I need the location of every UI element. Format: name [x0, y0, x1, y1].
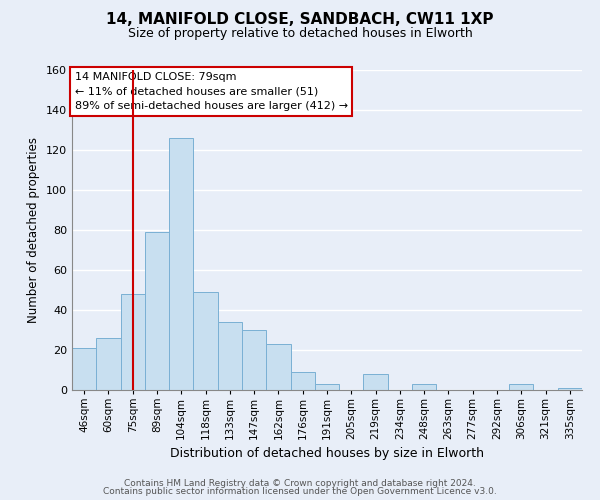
Bar — [96, 338, 121, 390]
Text: Contains public sector information licensed under the Open Government Licence v3: Contains public sector information licen… — [103, 487, 497, 496]
Bar — [558, 388, 582, 390]
Bar — [121, 294, 145, 390]
Bar — [412, 384, 436, 390]
Bar — [169, 138, 193, 390]
Bar — [509, 384, 533, 390]
Bar — [315, 384, 339, 390]
Bar — [266, 344, 290, 390]
Bar — [242, 330, 266, 390]
Text: Size of property relative to detached houses in Elworth: Size of property relative to detached ho… — [128, 28, 472, 40]
Bar — [364, 374, 388, 390]
Bar — [72, 348, 96, 390]
Bar — [193, 292, 218, 390]
Bar — [145, 232, 169, 390]
Text: Contains HM Land Registry data © Crown copyright and database right 2024.: Contains HM Land Registry data © Crown c… — [124, 478, 476, 488]
Text: 14 MANIFOLD CLOSE: 79sqm
← 11% of detached houses are smaller (51)
89% of semi-d: 14 MANIFOLD CLOSE: 79sqm ← 11% of detach… — [74, 72, 347, 111]
Bar — [218, 322, 242, 390]
Bar — [290, 372, 315, 390]
X-axis label: Distribution of detached houses by size in Elworth: Distribution of detached houses by size … — [170, 448, 484, 460]
Text: 14, MANIFOLD CLOSE, SANDBACH, CW11 1XP: 14, MANIFOLD CLOSE, SANDBACH, CW11 1XP — [106, 12, 494, 28]
Y-axis label: Number of detached properties: Number of detached properties — [28, 137, 40, 323]
